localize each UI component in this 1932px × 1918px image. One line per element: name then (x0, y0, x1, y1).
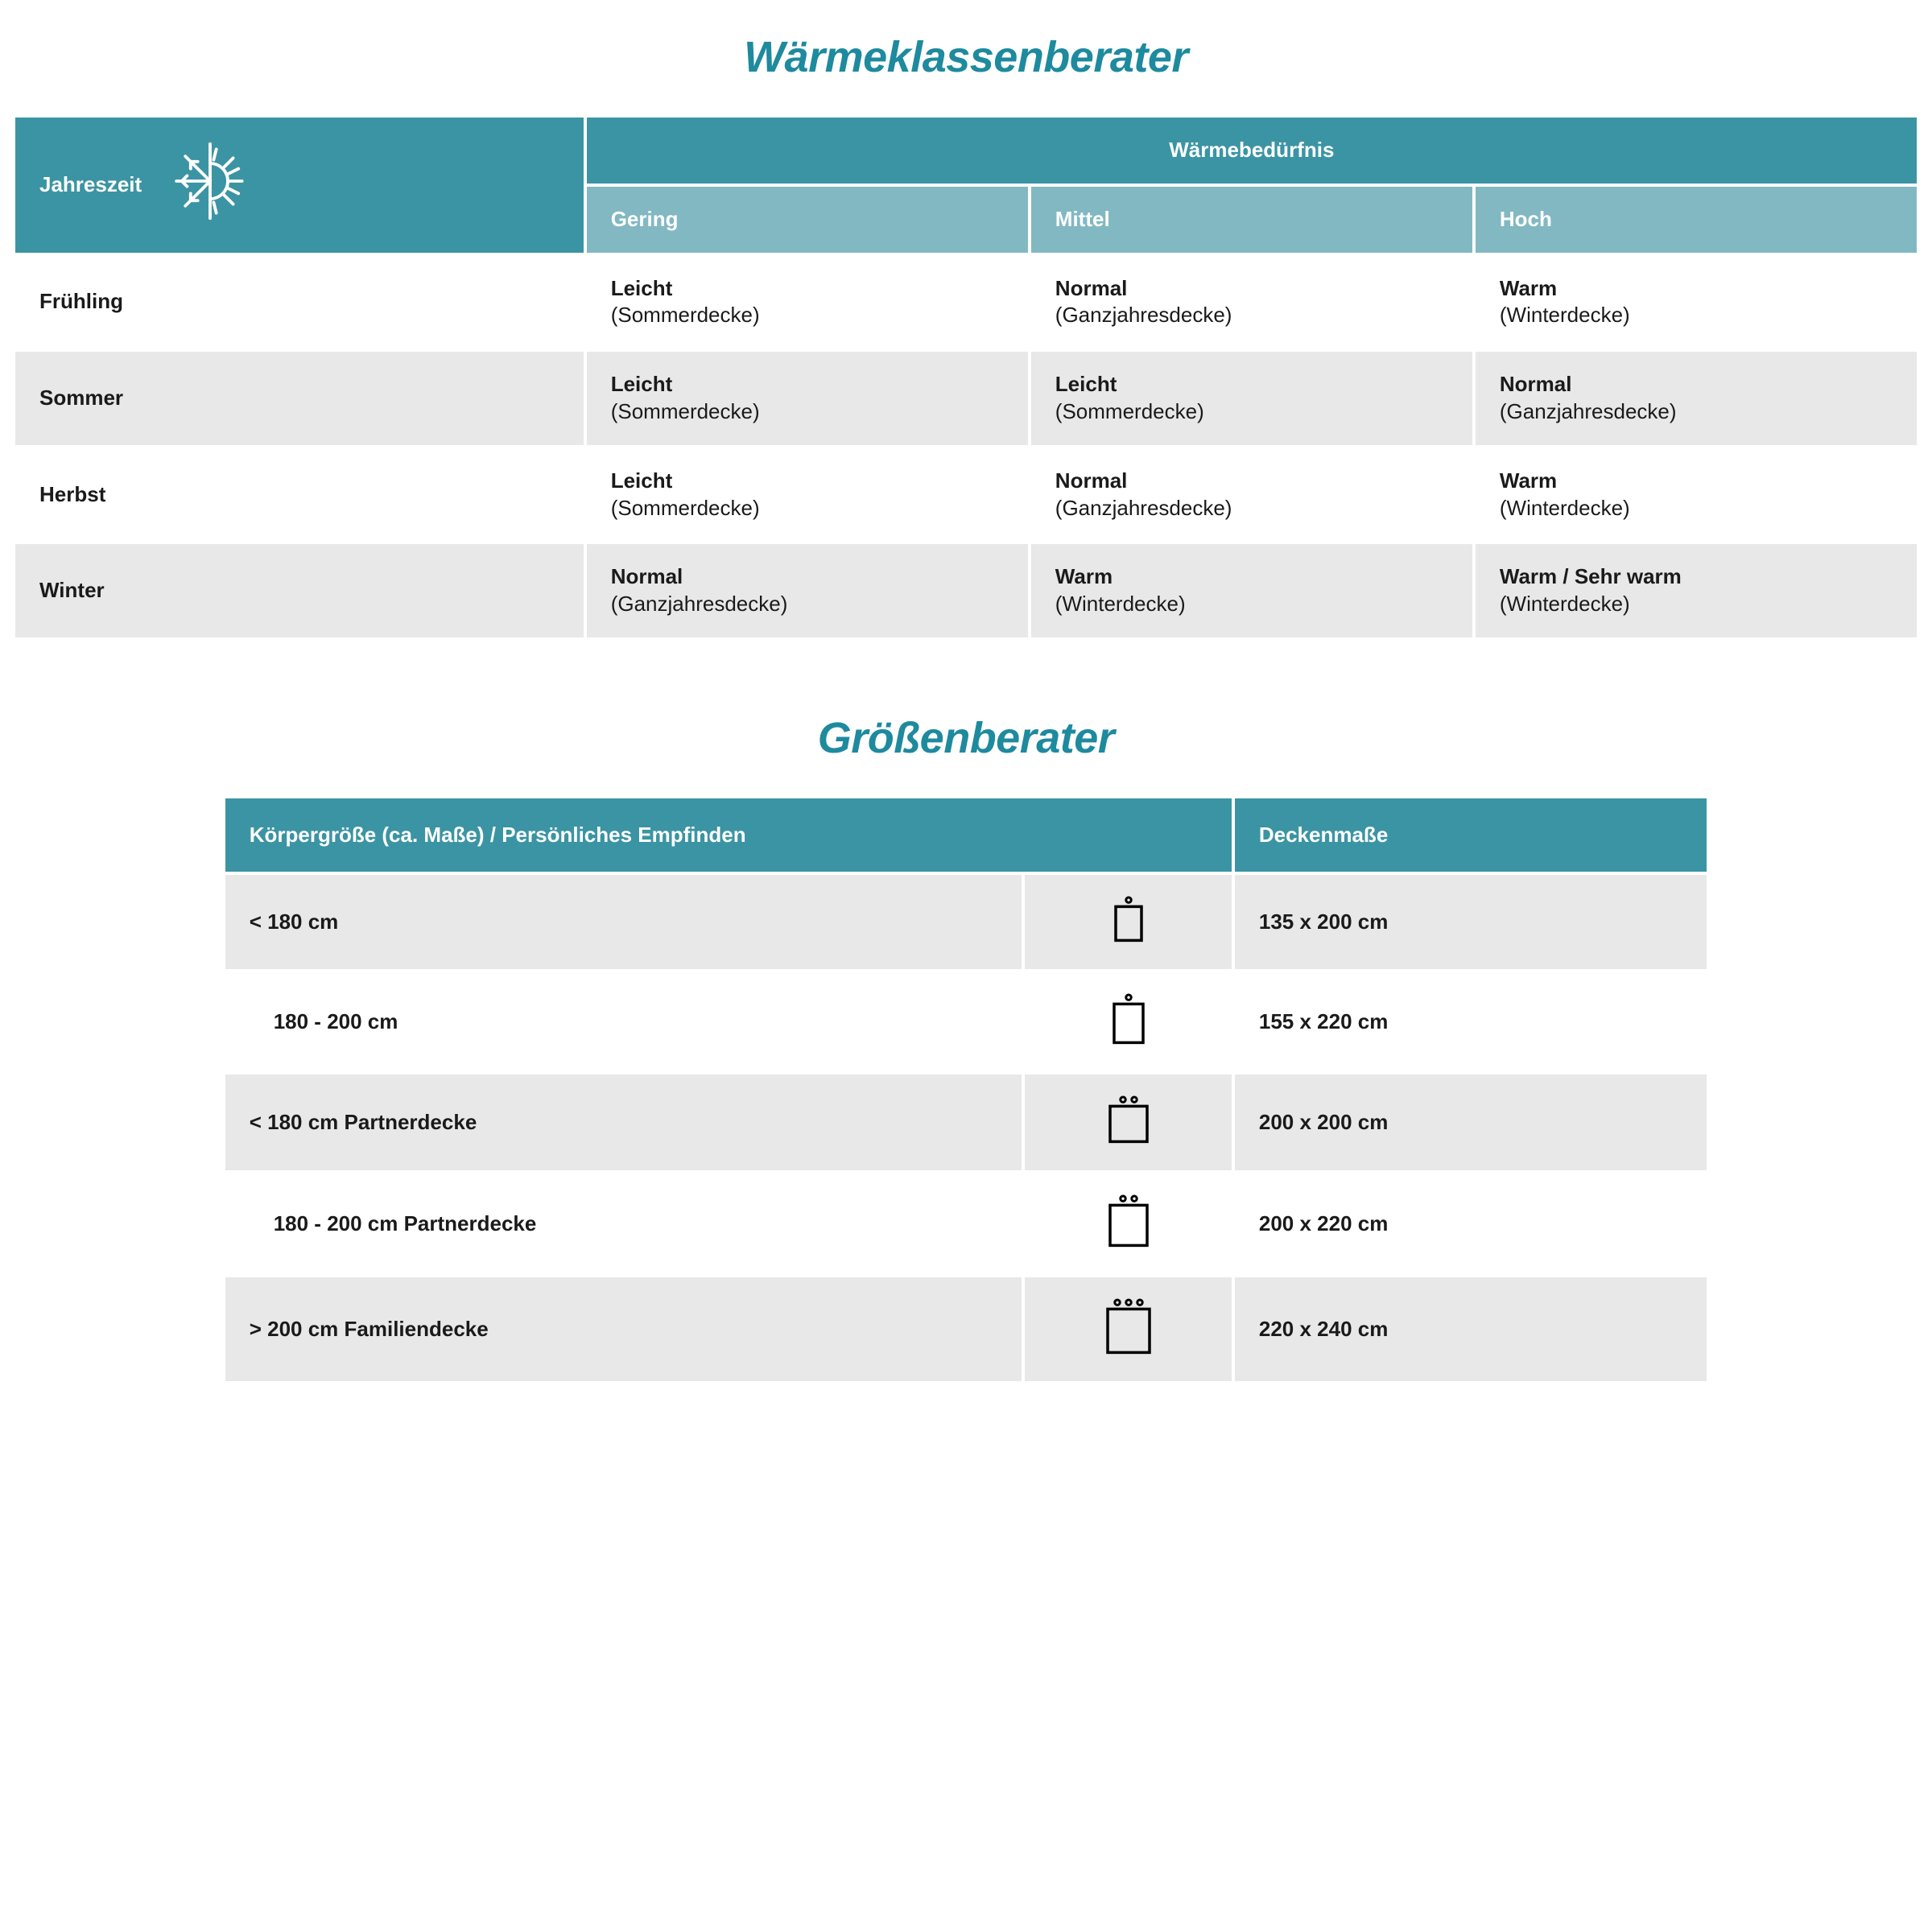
table-row: < 180 cm Partnerdecke 200 x 200 cm (225, 1074, 1707, 1170)
warmth-cell: Warm / Sehr warm(Winterdecke) (1476, 544, 1917, 637)
table-row: HerbstLeicht(Sommerdecke)Normal(Ganzjahr… (15, 448, 1917, 542)
warmth-cell-top: Leicht (1055, 371, 1448, 398)
warmth-cell: Warm(Winterdecke) (1031, 544, 1472, 637)
snowflake-sun-icon (166, 137, 254, 233)
warmth-cell-sub: (Sommerdecke) (611, 495, 1004, 522)
size-table: Körpergröße (ca. Maße) / Persönliches Em… (222, 795, 1711, 1384)
warmth-cell-sub: (Ganzjahresdecke) (1055, 495, 1448, 522)
warmth-cell-top: Normal (1055, 275, 1448, 303)
warmth-cell: Normal(Ganzjahresdecke) (587, 544, 1028, 637)
table-row: SommerLeicht(Sommerdecke)Leicht(Sommerde… (15, 352, 1917, 445)
bed-icon (1025, 1277, 1232, 1381)
bed-icon (1025, 1173, 1232, 1274)
warmth-cell: Normal(Ganzjahresdecke) (1031, 448, 1472, 542)
warmth-cell-sub: (Ganzjahresdecke) (611, 591, 1004, 618)
warmth-header-season: Jahreszeit (15, 118, 584, 253)
warmth-cell-sub: (Winterdecke) (1055, 591, 1448, 618)
warmth-cell-sub: (Winterdecke) (1500, 302, 1893, 329)
warmth-cell-sub: (Sommerdecke) (1055, 398, 1448, 426)
size-measure-cell: 220 x 240 cm (1235, 1277, 1707, 1381)
warmth-header-need: Wärmebedürfnis (587, 118, 1917, 184)
table-row: FrühlingLeicht(Sommerdecke)Normal(Ganzja… (15, 256, 1917, 349)
warmth-cell-top: Warm / Sehr warm (1500, 563, 1893, 591)
warmth-title: Wärmeklassenberater (12, 32, 1920, 82)
warmth-cell-sub: (Ganzjahresdecke) (1500, 398, 1893, 426)
size-label-cell: < 180 cm (225, 875, 1022, 969)
size-label-cell: 180 - 200 cm (225, 972, 1022, 1071)
size-label-cell: 180 - 200 cm Partnerdecke (225, 1173, 1022, 1274)
warmth-cell-sub: (Sommerdecke) (611, 302, 1004, 329)
table-row: > 200 cm Familiendecke 220 x 240 cm (225, 1277, 1707, 1381)
table-row: WinterNormal(Ganzjahresdecke)Warm(Winter… (15, 544, 1917, 637)
warmth-season-cell: Herbst (15, 448, 584, 542)
size-label-cell: > 200 cm Familiendecke (225, 1277, 1022, 1381)
size-header-col2: Deckenmaße (1235, 798, 1707, 872)
size-measure-cell: 200 x 200 cm (1235, 1074, 1707, 1170)
warmth-level-2: Hoch (1476, 187, 1917, 253)
warmth-cell: Leicht(Sommerdecke) (587, 352, 1028, 445)
warmth-season-cell: Sommer (15, 352, 584, 445)
warmth-cell-top: Warm (1500, 275, 1893, 303)
size-measure-cell: 135 x 200 cm (1235, 875, 1707, 969)
size-title: Größenberater (12, 713, 1920, 763)
size-measure-cell: 200 x 220 cm (1235, 1173, 1707, 1274)
bed-icon (1025, 972, 1232, 1071)
warmth-season-cell: Winter (15, 544, 584, 637)
warmth-cell: Leicht(Sommerdecke) (1031, 352, 1472, 445)
warmth-season-label: Jahreszeit (39, 171, 142, 199)
size-header-col1: Körpergröße (ca. Maße) / Persönliches Em… (225, 798, 1232, 872)
warmth-cell-top: Normal (611, 563, 1004, 591)
warmth-cell: Warm(Winterdecke) (1476, 256, 1917, 349)
warmth-cell-top: Normal (1500, 371, 1893, 398)
warmth-level-0: Gering (587, 187, 1028, 253)
warmth-season-cell: Frühling (15, 256, 584, 349)
warmth-cell-top: Warm (1055, 563, 1448, 591)
warmth-cell-top: Leicht (611, 468, 1004, 495)
warmth-table: Jahreszeit (12, 114, 1920, 641)
warmth-cell: Warm(Winterdecke) (1476, 448, 1917, 542)
warmth-cell: Leicht(Sommerdecke) (587, 256, 1028, 349)
bed-icon (1025, 1074, 1232, 1170)
table-row: 180 - 200 cm Partnerdecke 200 x 220 cm (225, 1173, 1707, 1274)
warmth-cell: Normal(Ganzjahresdecke) (1476, 352, 1917, 445)
warmth-cell-top: Warm (1500, 468, 1893, 495)
size-measure-cell: 155 x 220 cm (1235, 972, 1707, 1071)
warmth-cell-sub: (Winterdecke) (1500, 591, 1893, 618)
warmth-cell: Normal(Ganzjahresdecke) (1031, 256, 1472, 349)
warmth-cell-sub: (Winterdecke) (1500, 495, 1893, 522)
bed-icon (1025, 875, 1232, 969)
table-row: < 180 cm 135 x 200 cm (225, 875, 1707, 969)
table-row: 180 - 200 cm 155 x 220 cm (225, 972, 1707, 1071)
warmth-cell: Leicht(Sommerdecke) (587, 448, 1028, 542)
warmth-cell-top: Normal (1055, 468, 1448, 495)
warmth-cell-sub: (Sommerdecke) (611, 398, 1004, 426)
warmth-cell-top: Leicht (611, 275, 1004, 303)
warmth-level-1: Mittel (1031, 187, 1472, 253)
warmth-cell-top: Leicht (611, 371, 1004, 398)
warmth-cell-sub: (Ganzjahresdecke) (1055, 302, 1448, 329)
size-label-cell: < 180 cm Partnerdecke (225, 1074, 1022, 1170)
